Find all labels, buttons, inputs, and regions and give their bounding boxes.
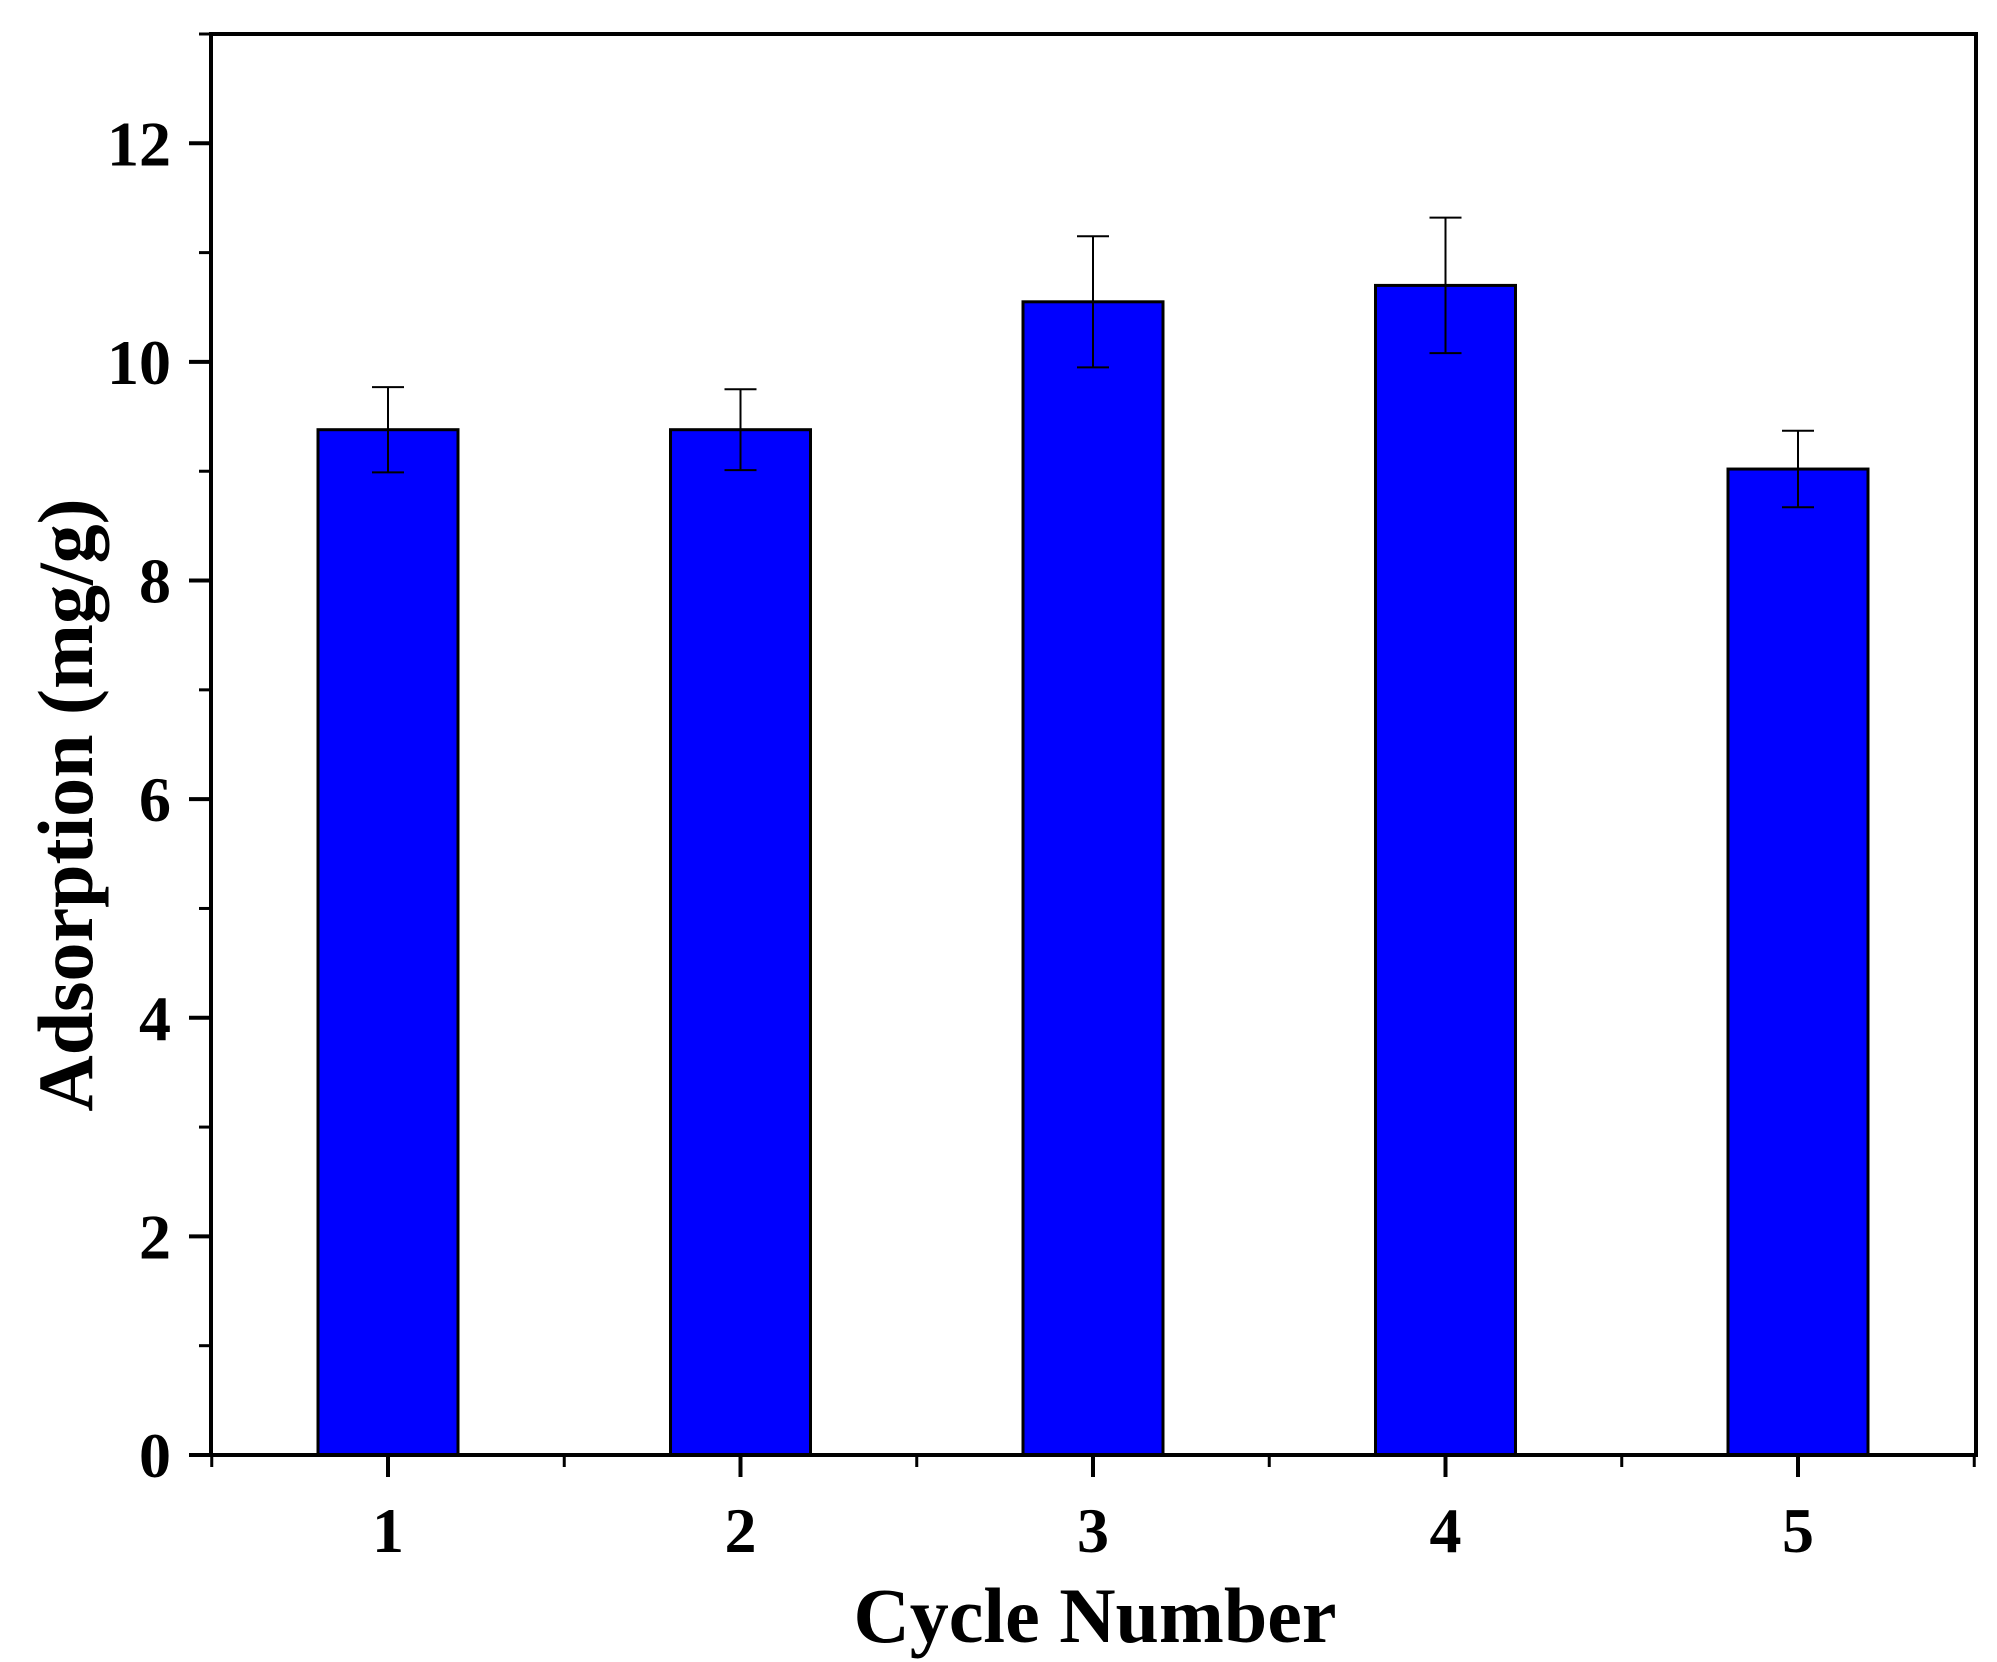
y-tick-label: 0 — [139, 1420, 171, 1491]
y-tick-label: 4 — [139, 983, 171, 1054]
x-axis: 1 2 3 4 5 — [210, 1455, 1976, 1566]
y-tick-label: 10 — [107, 327, 171, 398]
x-tick-label: 3 — [1077, 1495, 1109, 1566]
error-bar-cycle-3 — [1077, 235, 1109, 369]
x-tick-label: 4 — [1430, 1495, 1462, 1566]
error-bar-cycle-5 — [1782, 429, 1814, 509]
x-tick-label: 2 — [725, 1495, 757, 1566]
bar-cycle-3 — [1021, 300, 1165, 1457]
error-bar-cycle-4 — [1429, 216, 1462, 355]
error-bar-cycle-1 — [372, 386, 404, 474]
x-tick-label: 5 — [1782, 1495, 1814, 1566]
bar-cycle-1 — [316, 428, 460, 1457]
x-axis-title: Cycle Number — [853, 1572, 1336, 1659]
error-bar-cycle-2 — [724, 388, 757, 472]
y-axis: 0 2 4 6 8 10 12 — [107, 32, 211, 1491]
error-bars-layer — [372, 216, 1814, 509]
y-axis-title: Adsorption (mg/g) — [22, 498, 109, 1111]
y-tick-label: 2 — [139, 1201, 171, 1272]
y-tick-label: 12 — [107, 108, 171, 179]
y-tick-label: 6 — [139, 764, 171, 835]
x-tick-label: 1 — [372, 1495, 404, 1566]
bar-cycle-4 — [1374, 283, 1517, 1457]
bar-cycle-5 — [1726, 467, 1870, 1457]
y-tick-label: 8 — [139, 546, 171, 617]
bar-cycle-2 — [669, 428, 812, 1457]
